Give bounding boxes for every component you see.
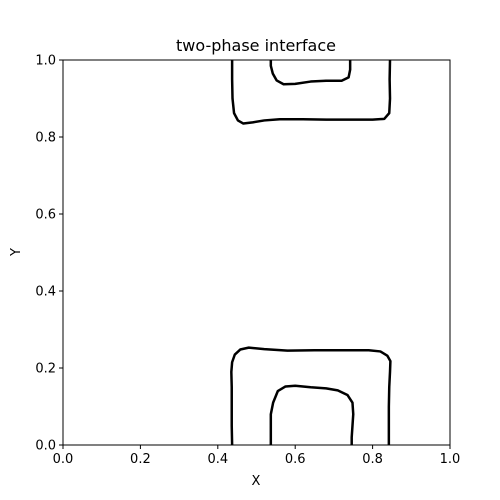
x-tick-label: 0.6	[285, 452, 306, 467]
ticks-layer: 0.00.0 0.2 0.2 0.4 0.4 0.6 0.6 0.8 0.8 1.0 1.0	[35, 54, 460, 468]
y-tick-label: 0.0	[35, 439, 56, 454]
x-tick-label: 1.0	[440, 452, 461, 467]
chart-title: two-phase interface	[176, 36, 336, 55]
y-tick-label: 1.0	[35, 54, 56, 69]
interface-contour-2	[269, 384, 355, 445]
y-tick-label: 0.2	[35, 362, 56, 377]
interface-contour-1	[230, 346, 392, 446]
x-tick-label: 0.0	[53, 452, 74, 467]
x-tick-label: 0.2	[130, 452, 151, 467]
interface-contour-3	[230, 59, 392, 125]
x-tick-label: 0.8	[362, 452, 383, 467]
plot-frame	[62, 59, 451, 446]
x-axis-label: X	[252, 474, 261, 489]
interface-contour-4	[269, 60, 352, 86]
y-tick-label: 0.6	[35, 208, 56, 223]
y-axis-label: Y	[9, 248, 24, 257]
y-tick-label: 0.8	[35, 131, 56, 146]
x-tick-label: 0.4	[207, 452, 228, 467]
series-layer	[230, 59, 392, 446]
plot-area	[63, 60, 450, 445]
y-tick-label: 0.4	[35, 285, 56, 300]
